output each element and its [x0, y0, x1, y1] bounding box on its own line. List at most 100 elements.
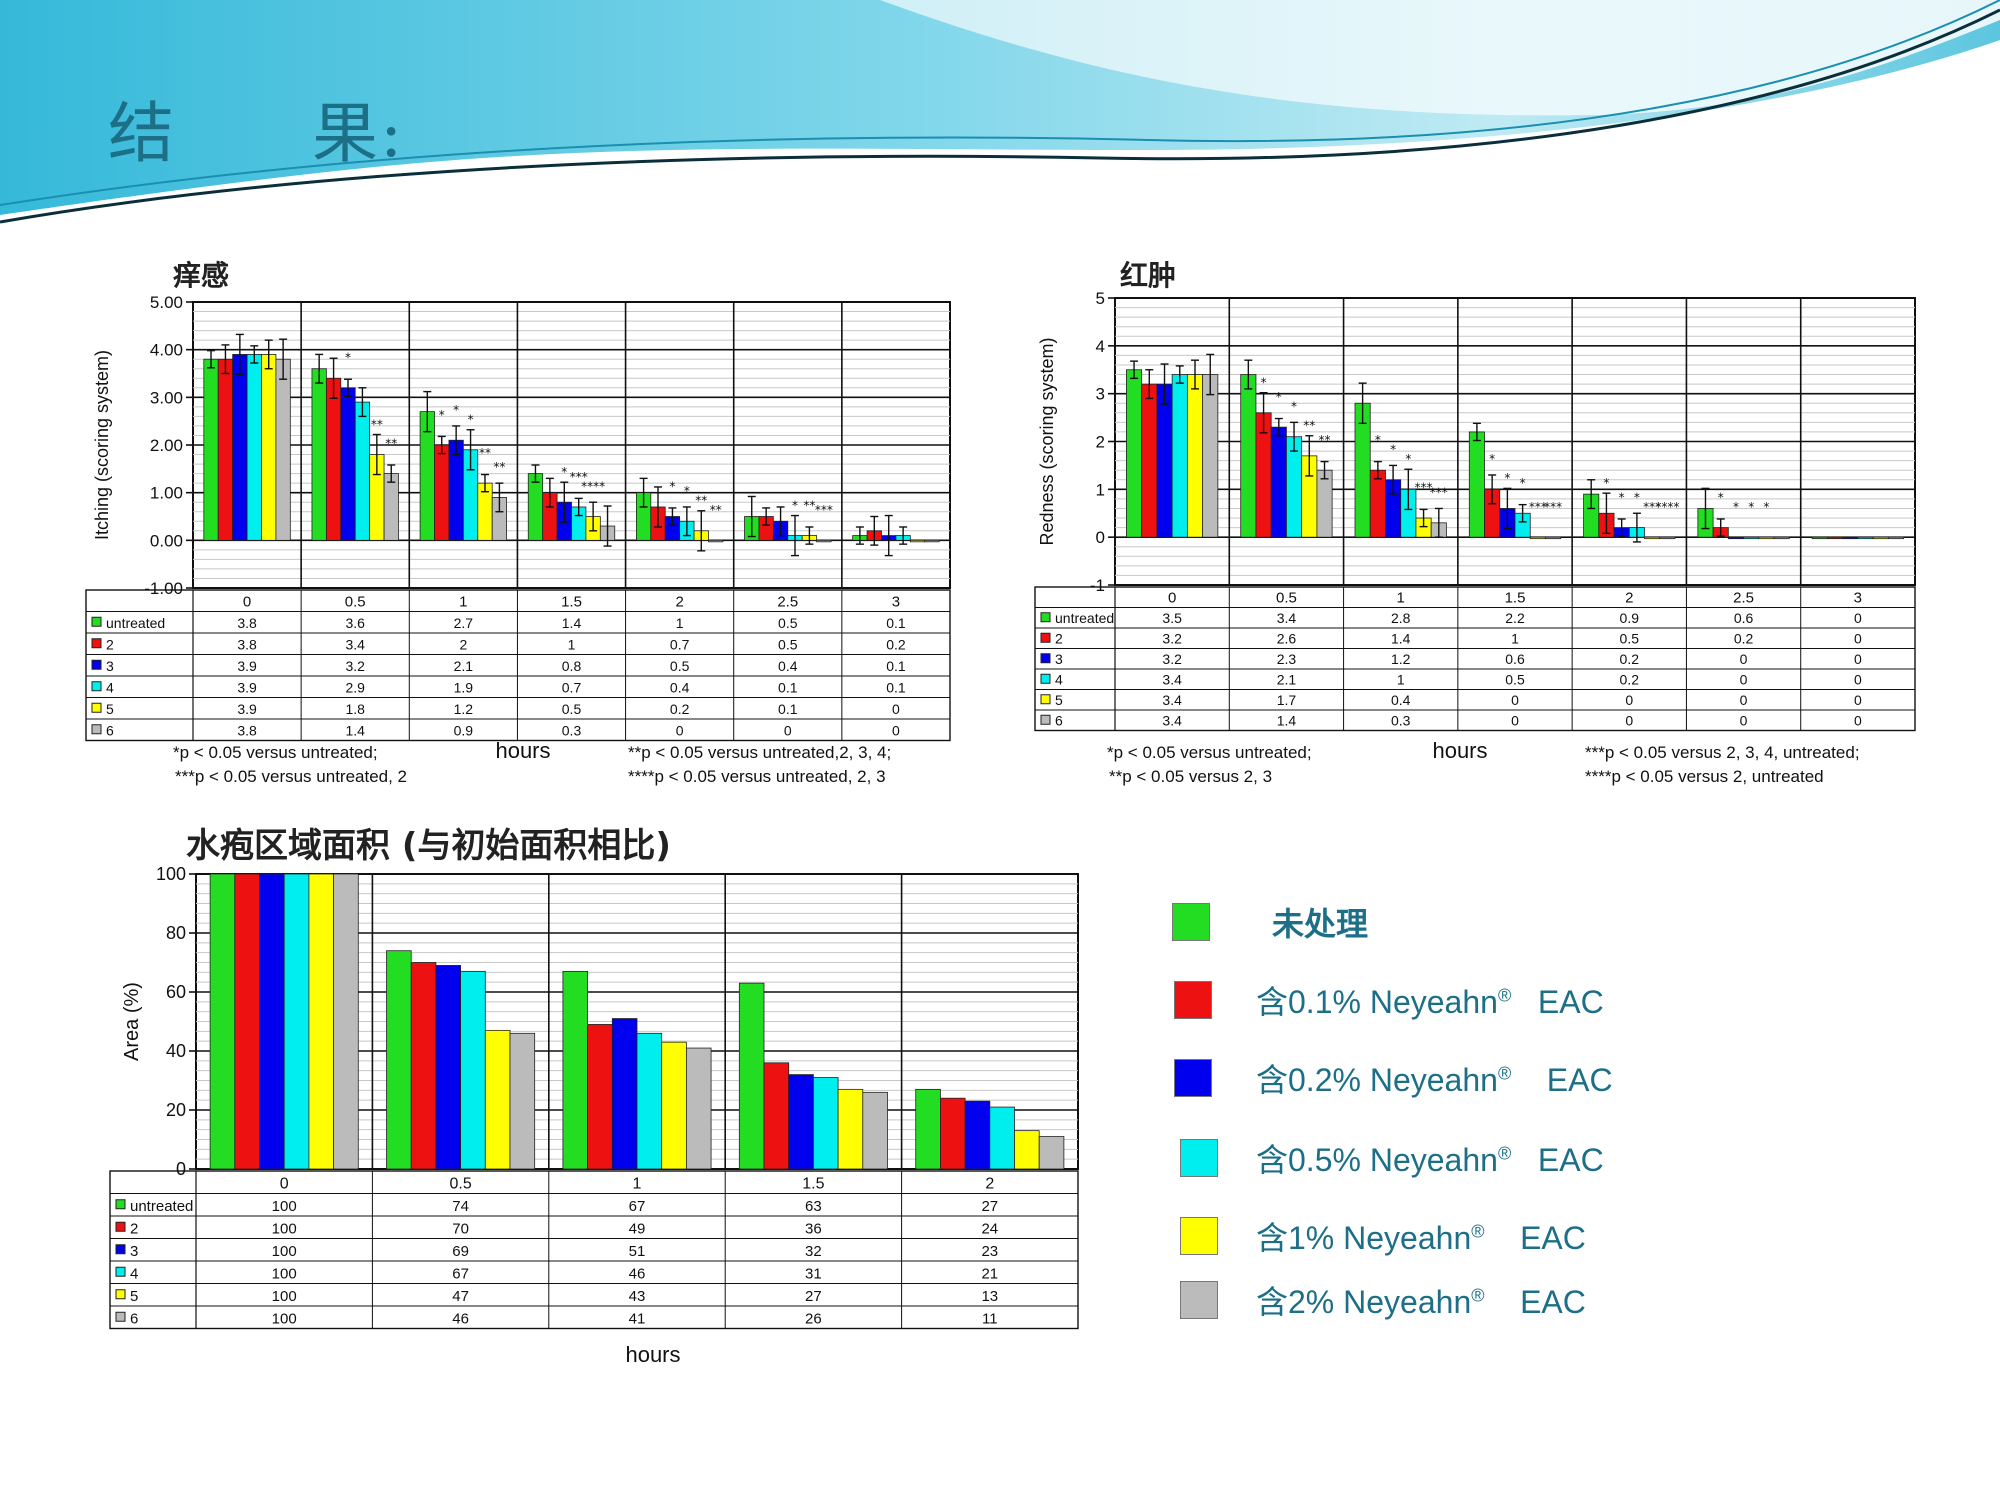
bar-untreated-1	[311, 368, 327, 541]
table-cell: 0.3	[1391, 713, 1411, 729]
table-cell: 1	[1397, 672, 1405, 688]
x-category-label: 1	[633, 1176, 642, 1193]
table-cell: 3.4	[1277, 610, 1297, 626]
table-cell: 27	[805, 1288, 822, 1305]
table-series-label: 4	[130, 1266, 138, 1283]
bar-s6-2	[685, 1047, 712, 1170]
table-cell: 100	[272, 1311, 297, 1328]
bar-s6-4	[1038, 1136, 1065, 1170]
table-legend-key-untreated	[1040, 612, 1051, 623]
table-series-label: 2	[106, 637, 114, 653]
y-tick-label: 3	[1096, 385, 1105, 404]
bar-s3-4	[964, 1100, 991, 1170]
table-cell: 1.4	[1391, 631, 1411, 647]
table-cell: 0	[892, 723, 900, 739]
table-cell: 0.2	[1734, 631, 1754, 647]
table-cell: 46	[452, 1311, 469, 1328]
bar-s5-4	[1014, 1130, 1040, 1170]
table-cell: 2.7	[454, 615, 474, 631]
table-cell: 13	[981, 1288, 998, 1305]
bar-s6-0	[1202, 374, 1219, 538]
bar-untreated-6	[1811, 536, 1828, 540]
legend-label-0-5pct: 含0.5% Neyeahn® EAC	[1256, 1142, 1604, 1178]
y-tick-label: 100	[156, 864, 186, 884]
table-cell: 69	[452, 1243, 469, 1260]
table-cell: 1.7	[1277, 692, 1297, 708]
table-cell: 1	[1511, 631, 1519, 647]
y-tick-label: 2.00	[150, 436, 183, 455]
x-category-label: 3	[1854, 590, 1862, 607]
bar-s2-1	[410, 962, 437, 1170]
bar-s4-1	[354, 401, 371, 541]
table-cell: 49	[629, 1221, 646, 1238]
table-legend-key-s2	[91, 638, 102, 649]
bar-s2-2	[434, 444, 450, 541]
y-tick-label: -1	[1090, 576, 1105, 595]
x-category-label: 2.5	[777, 594, 798, 611]
significance-mark: ***	[1415, 481, 1433, 495]
table-cell: 1.4	[345, 723, 365, 739]
table-legend-key-s6	[115, 1311, 126, 1322]
significance-mark: **	[695, 494, 707, 508]
legend-swatch-0-2pct	[1174, 1059, 1212, 1097]
table-cell: 2.2	[1505, 610, 1525, 626]
bar-s3-3	[788, 1074, 814, 1170]
table-cell: 2.1	[454, 658, 474, 674]
significance-mark: *	[1603, 476, 1609, 490]
table-cell: 3.2	[345, 658, 365, 674]
bar-s4-5	[1743, 536, 1760, 540]
table-cell: 0	[1740, 692, 1748, 708]
bar-s4-4	[989, 1106, 1015, 1170]
table-cell: 0.1	[886, 615, 906, 631]
legend-swatch-0-1pct	[1174, 981, 1212, 1019]
table-legend-key-s4	[91, 681, 102, 692]
table-cell: 0.5	[562, 701, 582, 717]
table-series-label: 3	[106, 658, 114, 674]
table-legend-key-s5	[1040, 694, 1051, 705]
footnote-left: *p < 0.05 versus untreated;	[173, 743, 378, 762]
bar-s4-2	[636, 1032, 663, 1170]
table-cell: 0.5	[1505, 672, 1525, 688]
bar-s3-1	[340, 387, 356, 541]
bar-s2-6	[1826, 536, 1844, 540]
table-cell: 51	[629, 1243, 646, 1260]
table-cell: 67	[452, 1266, 469, 1283]
bar-s2-2	[1369, 469, 1386, 538]
table-cell: 0	[1625, 692, 1633, 708]
table-cell: 1	[676, 615, 684, 631]
footnote-right: ****p < 0.05 versus untreated, 2, 3	[628, 767, 886, 786]
table-cell: 0	[1511, 713, 1519, 729]
table-series-label: 6	[106, 723, 114, 739]
y-tick-label: 40	[166, 1041, 186, 1061]
table-cell: 0	[1854, 672, 1862, 688]
y-tick-label: 4	[1096, 337, 1105, 356]
table-series-label: 4	[1055, 672, 1063, 688]
x-category-label: 0	[1168, 590, 1176, 607]
chart-title: 痒感	[173, 259, 229, 292]
y-tick-label: 80	[166, 923, 186, 943]
bar-s5-3	[837, 1088, 864, 1170]
bar-s5-5	[1758, 536, 1775, 540]
table-cell: 3.4	[1162, 692, 1182, 708]
y-axis-label: Itching (scoring system)	[92, 350, 112, 540]
x-axis-label: hours	[1432, 738, 1487, 763]
x-category-label: 1	[459, 594, 467, 611]
y-tick-label: 4.00	[150, 341, 183, 360]
bar-s3-0	[1156, 383, 1173, 538]
bar-s5-6	[1872, 536, 1889, 540]
bar-s5-4	[1644, 536, 1661, 540]
legend-swatch-1pct	[1180, 1217, 1218, 1255]
significance-mark: *	[1390, 442, 1396, 456]
table-cell: 2.8	[1391, 610, 1411, 626]
significance-mark: *	[684, 484, 690, 498]
table-cell: 0.5	[778, 615, 798, 631]
y-tick-label: 0	[1096, 528, 1105, 547]
significance-mark: ***	[1544, 500, 1562, 514]
table-legend-key-s3	[1040, 653, 1051, 664]
x-category-label: 0.5	[1276, 590, 1297, 607]
significance-mark: ****	[1655, 500, 1679, 514]
bar-s6-6	[1887, 536, 1904, 540]
table-cell: 0.5	[1620, 631, 1640, 647]
bar-untreated-0	[203, 358, 219, 541]
